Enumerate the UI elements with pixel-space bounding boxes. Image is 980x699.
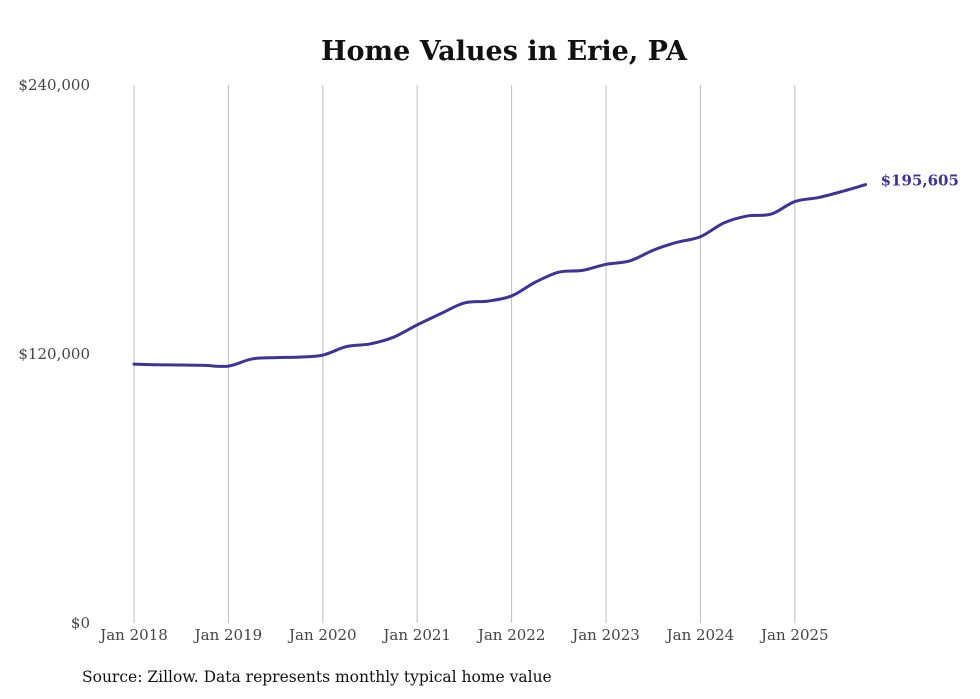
chart-title: Home Values in Erie, PA [321,36,688,67]
y-tick-label: $240,000 [18,76,90,94]
series-line [132,183,868,368]
x-tick-label: Jan 2020 [287,626,357,644]
x-tick-label: Jan 2018 [98,626,168,644]
y-axis: $0 $120,000 $240,000 [18,76,90,632]
x-tick-label: Jan 2025 [759,626,829,644]
x-tick-label: Jan 2022 [476,626,546,644]
y-tick-label: $0 [71,614,90,632]
x-tick-label: Jan 2019 [193,626,263,644]
x-axis: Jan 2018 Jan 2019 Jan 2020 Jan 2021 Jan 2022… [98,626,828,644]
x-tick-label: Jan 2024 [665,626,735,644]
x-tick-label: Jan 2021 [381,626,451,644]
gridlines [133,85,796,623]
y-tick-label: $120,000 [18,345,90,363]
source-note: Source: Zillow. Data represents monthly … [82,668,552,686]
x-tick-label: Jan 2023 [570,626,640,644]
end-value-label: $195,605 [881,172,959,190]
